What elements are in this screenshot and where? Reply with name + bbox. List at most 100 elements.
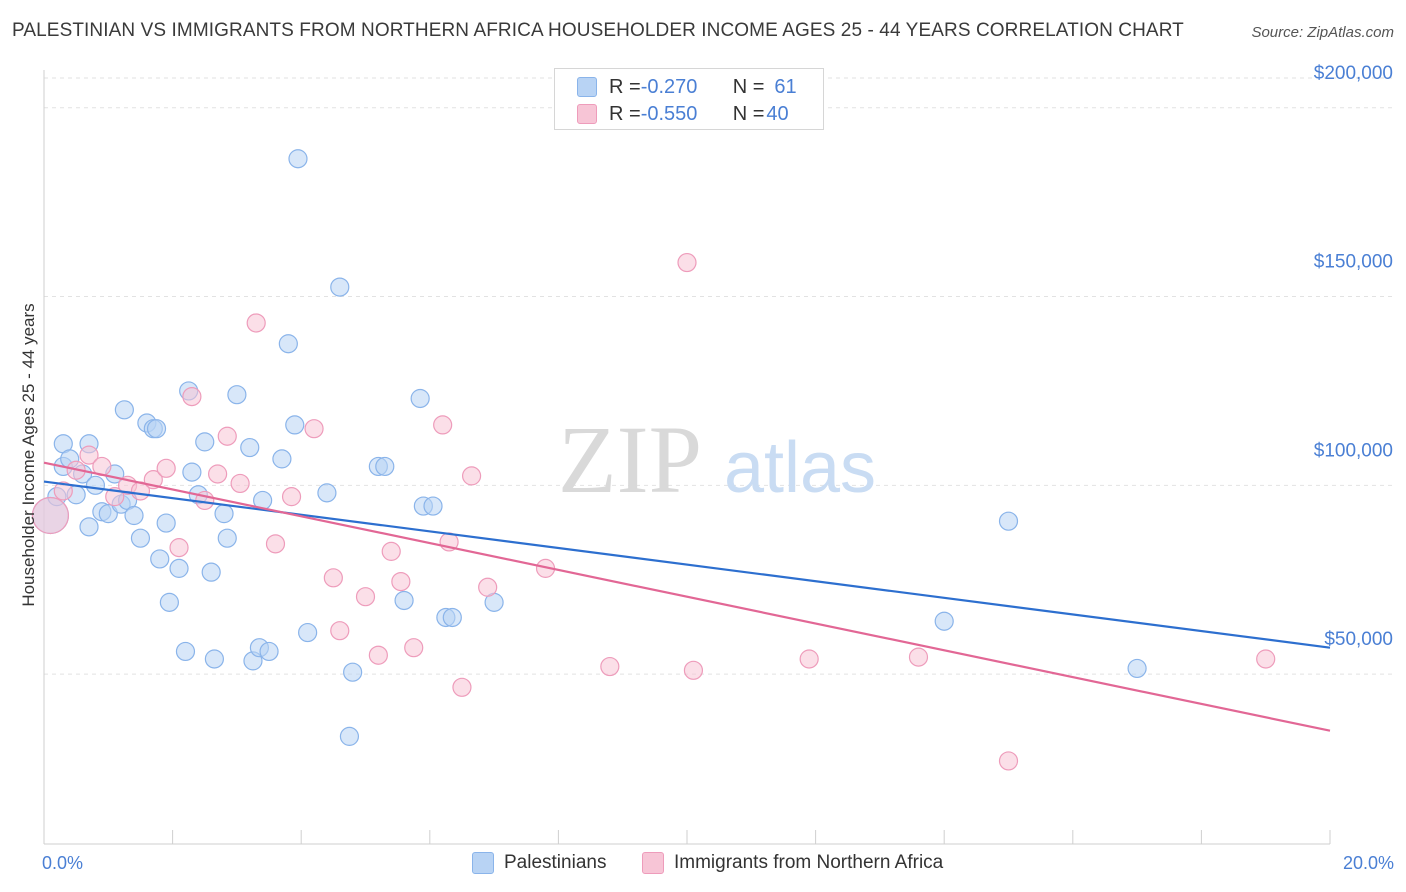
- point-palestinians: [201, 562, 221, 582]
- point-northern-africa: [31, 496, 70, 535]
- point-northern-africa: [368, 645, 388, 665]
- point-palestinians: [285, 415, 305, 435]
- point-northern-africa: [281, 487, 302, 507]
- point-palestinians: [150, 549, 170, 569]
- swatch-palestinians: [577, 77, 597, 97]
- point-palestinians: [343, 662, 363, 682]
- point-northern-africa: [355, 587, 376, 607]
- point-palestinians: [79, 517, 99, 537]
- n-label: N =: [732, 75, 765, 98]
- point-palestinians: [934, 611, 954, 631]
- point-northern-africa: [323, 568, 343, 588]
- r-label: R =: [609, 102, 641, 125]
- point-palestinians: [317, 483, 337, 503]
- point-palestinians: [175, 641, 196, 662]
- point-palestinians: [182, 462, 202, 482]
- series-legend: Palestinians Immigrants from Northern Af…: [0, 852, 1406, 878]
- y-tick-label: $200,000: [1314, 63, 1393, 84]
- x-tick-label: 20.0%: [1343, 853, 1394, 873]
- point-northern-africa: [156, 458, 176, 478]
- point-palestinians: [298, 622, 318, 643]
- point-northern-africa: [799, 649, 819, 669]
- point-northern-africa: [265, 534, 286, 554]
- point-northern-africa: [433, 415, 453, 435]
- point-palestinians: [330, 277, 350, 297]
- n-value: 40: [766, 102, 789, 125]
- watermark-zip: ZIP: [558, 406, 702, 513]
- point-palestinians: [124, 505, 144, 526]
- point-palestinians: [410, 388, 430, 409]
- watermark-atlas: atlas: [724, 428, 876, 508]
- n-value: 61: [774, 75, 797, 98]
- stats-legend-row-northern-africa: R = -0.550 N = 40: [577, 101, 789, 127]
- grid-layer: [44, 77, 1396, 675]
- point-northern-africa: [404, 638, 424, 658]
- point-palestinians: [339, 726, 360, 746]
- point-palestinians: [375, 456, 395, 477]
- stats-legend: R = -0.270 N = 61 R = -0.550 N = 40: [554, 68, 824, 130]
- axis-layer: $50,000 $100,000 $150,000 $200,000 0.0% 20.0%: [42, 63, 1394, 873]
- point-northern-africa: [330, 621, 350, 641]
- point-northern-africa: [1256, 649, 1276, 669]
- point-northern-africa: [208, 464, 228, 484]
- point-palestinians: [146, 419, 167, 439]
- point-northern-africa: [677, 252, 697, 273]
- y-tick-label: $100,000: [1314, 440, 1393, 461]
- point-northern-africa: [683, 660, 704, 680]
- points-layer: [31, 149, 1276, 771]
- point-northern-africa: [381, 541, 401, 561]
- stats-legend-row-palestinians: R = -0.270 N = 61: [577, 74, 797, 100]
- point-palestinians: [114, 400, 134, 420]
- chart-source: Source: ZipAtlas.com: [1251, 24, 1394, 41]
- point-northern-africa: [452, 677, 472, 697]
- point-northern-africa: [169, 538, 189, 558]
- point-northern-africa: [998, 751, 1019, 771]
- point-northern-africa: [230, 473, 250, 494]
- point-palestinians: [217, 528, 237, 548]
- point-northern-africa: [478, 577, 498, 597]
- point-palestinians: [442, 607, 462, 628]
- point-palestinians: [98, 504, 118, 524]
- point-palestinians: [204, 649, 224, 669]
- legend-swatch-northern-africa: [642, 852, 664, 874]
- r-value: -0.270: [640, 75, 698, 98]
- r-label: R =: [609, 75, 641, 98]
- point-northern-africa: [908, 647, 929, 667]
- trend-line-northern-africa: [43, 461, 1331, 732]
- point-palestinians: [278, 334, 298, 354]
- x-tick-label: 0.0%: [42, 853, 83, 873]
- legend-label-northern-africa: Immigrants from Northern Africa: [674, 852, 944, 873]
- point-palestinians: [156, 513, 176, 533]
- point-northern-africa: [461, 466, 482, 486]
- point-palestinians: [227, 385, 247, 405]
- trend-line-palestinians: [43, 480, 1331, 649]
- point-palestinians: [1127, 658, 1147, 679]
- watermark: ZIP atlas: [558, 406, 876, 513]
- legend-label-palestinians: Palestinians: [504, 852, 607, 873]
- legend-item-palestinians[interactable]: Palestinians: [472, 852, 606, 874]
- point-palestinians: [169, 558, 189, 578]
- point-palestinians: [214, 504, 234, 524]
- point-northern-africa: [246, 313, 266, 333]
- point-northern-africa: [391, 571, 411, 592]
- point-northern-africa: [79, 445, 99, 465]
- point-palestinians: [394, 590, 414, 611]
- trend-layer: [43, 461, 1331, 732]
- n-label: N =: [732, 102, 765, 125]
- point-palestinians: [195, 432, 215, 452]
- r-value: -0.550: [640, 102, 698, 125]
- point-palestinians: [240, 437, 260, 458]
- legend-swatch-palestinians: [472, 852, 494, 874]
- point-palestinians: [85, 475, 106, 495]
- point-palestinians: [272, 449, 292, 469]
- point-palestinians: [288, 149, 308, 169]
- point-northern-africa: [600, 656, 620, 677]
- y-tick-label: $50,000: [1324, 629, 1393, 650]
- y-axis-label: Householder Income Ages 25 - 44 years: [19, 303, 38, 606]
- legend-item-northern-africa[interactable]: Immigrants from Northern Africa: [642, 852, 943, 874]
- point-northern-africa: [304, 419, 324, 439]
- point-palestinians: [423, 496, 443, 516]
- chart-title: PALESTINIAN VS IMMIGRANTS FROM NORTHERN …: [12, 20, 1184, 41]
- point-palestinians: [998, 511, 1019, 531]
